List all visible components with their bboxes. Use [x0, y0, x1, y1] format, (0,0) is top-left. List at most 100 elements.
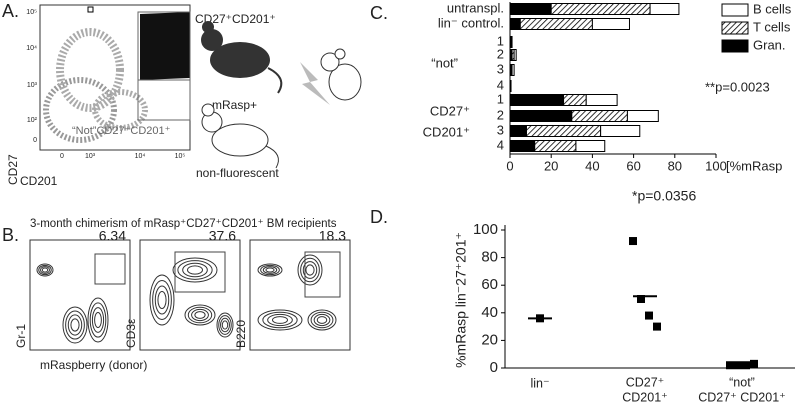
contour — [94, 312, 102, 328]
contour — [265, 267, 275, 273]
contour — [40, 266, 50, 274]
y-tick-label: 80 — [481, 249, 498, 266]
legend-label: Gran. — [753, 37, 786, 52]
tick-label: 10⁵ — [175, 153, 186, 160]
contour — [152, 280, 172, 320]
gate — [304, 251, 341, 298]
y-tick-label: 0 — [490, 359, 498, 376]
y-tick-label: 60 — [481, 276, 498, 293]
contour — [157, 291, 167, 309]
tick-label: 0 — [60, 153, 64, 160]
bar-segment — [585, 94, 618, 106]
contour — [36, 263, 54, 277]
mouse-icon — [201, 103, 279, 169]
y-tick-label: 100 — [473, 221, 498, 238]
panel-label: B. — [2, 225, 19, 245]
y-tick-label: 40 — [481, 304, 498, 321]
gate — [94, 253, 126, 285]
axis-label: CD201 — [20, 174, 58, 188]
contour — [172, 257, 218, 283]
gate-value: 6.34 — [99, 228, 126, 244]
category-label: 1 — [497, 91, 504, 106]
gate-value: 18.3 — [319, 228, 346, 244]
legend-swatch — [721, 3, 749, 17]
data-point — [637, 295, 645, 303]
contour — [67, 314, 83, 336]
x-tick-label: CD201⁺ — [622, 390, 668, 404]
group-label: CD201⁺ — [423, 124, 470, 139]
contour — [300, 257, 320, 283]
category-label: 4 — [497, 77, 504, 92]
panel-label: C. — [370, 3, 388, 23]
axis-label: mRaspberry (donor) — [40, 358, 147, 372]
annotation: *p=0.0356 — [632, 188, 696, 204]
bar-segment — [575, 140, 606, 152]
contour — [182, 262, 208, 278]
x-tick-label: 80 — [668, 158, 682, 173]
contour — [89, 302, 107, 338]
contour — [91, 307, 105, 333]
contour — [154, 285, 170, 315]
axis-label: CD3ε — [124, 318, 138, 348]
axis-label: %mRasp lin⁻27⁺201⁺ — [453, 232, 469, 368]
bar-segment — [550, 3, 651, 15]
contour — [262, 266, 278, 274]
contour — [65, 310, 85, 340]
x-tick-label: “not” — [729, 375, 755, 389]
contour — [70, 318, 80, 332]
contour — [220, 317, 230, 333]
contour — [267, 313, 293, 327]
contour — [194, 311, 206, 319]
x-tick-label: CD27⁺ — [626, 375, 665, 389]
axis-label: [%mRasp — [726, 158, 782, 173]
bar-segment — [509, 3, 552, 15]
bar-segment — [563, 94, 587, 106]
bar-segment — [509, 94, 565, 106]
tick-label: 10⁴ — [26, 45, 37, 52]
group-label: CD27⁺ — [430, 103, 470, 118]
gate-label: “Not”CD27⁺CD201⁺ — [72, 125, 171, 137]
contour — [316, 316, 328, 324]
panel-label: A. — [2, 1, 19, 21]
contour — [191, 308, 209, 322]
x-tick-label: 0 — [506, 158, 513, 173]
contour — [38, 264, 52, 276]
category-label: untranspl. — [447, 0, 504, 15]
transplant-icon — [300, 48, 362, 105]
flow-plots: 6.34 Gr-1 37.6 CD3ε 18.3 B220 — [14, 228, 351, 351]
tick-label: 10⁴ — [135, 153, 146, 160]
axis-label: Gr-1 — [14, 324, 28, 348]
category-label: 2 — [497, 107, 504, 122]
data-point — [645, 311, 653, 320]
flow-plot-frame — [249, 239, 351, 351]
bar-segment — [519, 18, 593, 30]
bar-segment — [534, 140, 577, 152]
bar-segment — [626, 110, 659, 122]
category-label: 4 — [497, 137, 504, 152]
contour — [313, 313, 331, 327]
bar-segment — [600, 125, 641, 137]
contour — [87, 297, 109, 343]
gate-label: CD27⁺CD201⁺ — [195, 12, 276, 26]
bar-segment — [649, 3, 680, 15]
flow-plot — [39, 4, 191, 151]
data-point — [629, 237, 637, 246]
bar-segment — [571, 110, 628, 122]
contour — [310, 311, 334, 329]
x-tick-label: 20 — [544, 158, 558, 173]
contour — [297, 254, 323, 286]
x-tick-label: lin⁻ — [530, 376, 549, 390]
mouse-label: mRasp+ — [212, 98, 257, 112]
contour — [149, 274, 175, 326]
axis-label: CD27 — [6, 154, 20, 185]
gate — [174, 251, 226, 293]
contour — [218, 315, 232, 335]
bar-segment — [513, 49, 517, 61]
legend-label: T cells — [753, 19, 791, 34]
tick-label: 0 — [33, 137, 37, 144]
bar-segment — [509, 125, 527, 137]
contour — [307, 309, 337, 331]
x-tick-label: 100 — [705, 158, 727, 173]
contour — [257, 263, 283, 277]
category-label: 1 — [497, 33, 504, 48]
